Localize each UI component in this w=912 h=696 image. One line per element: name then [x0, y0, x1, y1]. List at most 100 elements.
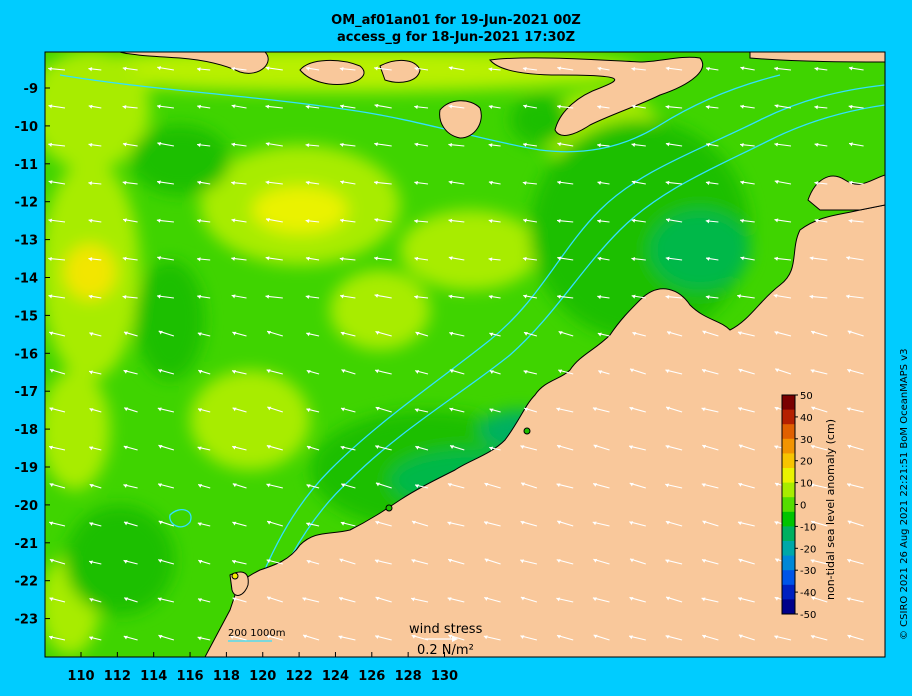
- wind-arrow-head: [593, 483, 598, 487]
- wind-arrow-head: [158, 483, 162, 488]
- wind-arrow-head: [557, 104, 561, 109]
- wind-arrow-head: [49, 521, 54, 526]
- wind-arrow-head: [483, 635, 488, 640]
- wind-arrow-head: [702, 444, 707, 449]
- wind-arrow-head: [411, 597, 416, 602]
- wind-arrow-head: [88, 104, 93, 109]
- wind-arrow-head: [447, 483, 452, 487]
- wind-arrow-head: [847, 559, 852, 563]
- wind-arrow-head: [629, 521, 634, 525]
- wind-arrow-head: [774, 445, 779, 450]
- wind-arrow-head: [701, 369, 706, 373]
- wind-arrow-head: [123, 331, 128, 336]
- wind-arrow-head: [556, 597, 561, 602]
- wind-arrow-head: [231, 181, 235, 186]
- wind-arrow-head: [847, 444, 852, 449]
- wind-arrow-head: [197, 180, 202, 185]
- wind-arrow-head: [265, 294, 270, 299]
- wind-arrow-head: [123, 218, 127, 223]
- wind-arrow-head: [448, 218, 453, 223]
- wind-arrow-head: [341, 483, 346, 488]
- wind-arrow-head: [306, 522, 311, 527]
- wind-arrow-head: [197, 522, 202, 527]
- colorbar-swatch: [782, 511, 795, 527]
- wind-arrow-head: [197, 598, 202, 603]
- wind-arrow-head: [198, 484, 203, 488]
- wind-arrow-head: [592, 597, 597, 602]
- wind-arrow-head: [597, 256, 602, 261]
- wind-arrow-head: [122, 256, 127, 261]
- wind-arrow-head: [196, 257, 201, 262]
- wind-arrow-head: [848, 219, 853, 224]
- wind-arrow-head: [522, 256, 527, 261]
- wind-arrow-head: [814, 67, 819, 72]
- wind-arrow-head: [375, 521, 380, 525]
- wind-arrow-head: [414, 295, 418, 300]
- wind-arrow-head: [484, 597, 489, 601]
- wind-arrow-head: [340, 104, 344, 109]
- colorbar-swatch: [782, 555, 795, 571]
- wind-arrow-head: [489, 332, 494, 337]
- wind-arrow-head: [49, 331, 54, 336]
- wind-arrow-head: [488, 180, 493, 185]
- wind-arrow-head: [48, 218, 53, 223]
- wind-arrow-head: [666, 596, 671, 601]
- wind-arrow-head: [702, 330, 707, 335]
- wind-arrow-head: [157, 407, 162, 412]
- wind-arrow-head: [265, 217, 270, 222]
- wind-arrow-head: [49, 559, 54, 563]
- wind-arrow-head: [809, 256, 814, 261]
- wind-arrow-head: [414, 256, 419, 261]
- wind-arrow-head: [556, 407, 561, 412]
- wind-arrow-head: [523, 331, 528, 336]
- wind-arrow-head: [232, 521, 237, 526]
- wind-arrow-head: [557, 66, 562, 71]
- wind-arrow-head: [598, 370, 603, 375]
- wind-arrow-head: [197, 332, 202, 337]
- wind-arrow-head: [522, 66, 527, 71]
- wind-arrow-head: [774, 104, 779, 109]
- wind-arrow-head: [811, 406, 816, 411]
- wind-arrow-head: [414, 219, 418, 224]
- wind-arrow-head: [666, 406, 671, 411]
- lon-tick-label: 128: [395, 669, 422, 684]
- wind-arrow-head: [123, 635, 128, 640]
- wind-arrow-head: [631, 67, 636, 72]
- wind-arrow-head: [556, 559, 561, 563]
- wind-arrow-head: [629, 368, 634, 373]
- wind-arrow-head: [265, 66, 270, 71]
- wind-arrow-head: [266, 559, 271, 564]
- lat-tick-label: -13: [15, 234, 39, 249]
- wind-arrow-head: [520, 635, 525, 639]
- wind-arrow-head: [632, 332, 637, 336]
- wind-arrow-head: [339, 558, 344, 563]
- station-marker: [385, 504, 393, 512]
- wind-arrow-head: [265, 104, 270, 109]
- wind-arrow-head: [265, 256, 270, 261]
- wind-arrow-head: [303, 634, 308, 639]
- wind-arrow-head: [338, 635, 343, 640]
- wind-arrow-head: [305, 143, 310, 148]
- wind-arrow-head: [88, 257, 93, 262]
- wind-arrow-head: [48, 104, 53, 109]
- wind-arrow-head: [847, 483, 851, 488]
- wind-arrow-head: [49, 483, 54, 487]
- wind-arrow-head: [631, 257, 636, 262]
- wind-arrow-head: [737, 294, 741, 299]
- wind-arrow-head: [450, 445, 455, 449]
- lat-tick-label: -10: [15, 120, 39, 135]
- wind-stress-arrows: [48, 66, 864, 641]
- wind-arrow-head: [810, 445, 815, 449]
- station-marker: [523, 427, 531, 435]
- wind-arrow-head: [449, 407, 454, 412]
- wind-arrow-head: [158, 330, 163, 335]
- wind-arrow-head: [814, 105, 819, 110]
- wind-arrow-head: [740, 143, 744, 148]
- wind-arrow-head: [49, 597, 54, 602]
- wind-arrow-head: [520, 596, 525, 601]
- wind-arrow-head: [558, 331, 563, 335]
- wind-arrow-head: [597, 219, 601, 224]
- wind-arrow-head: [593, 558, 598, 563]
- wind-arrow-head: [665, 256, 670, 261]
- lon-tick-label: 110: [67, 669, 94, 684]
